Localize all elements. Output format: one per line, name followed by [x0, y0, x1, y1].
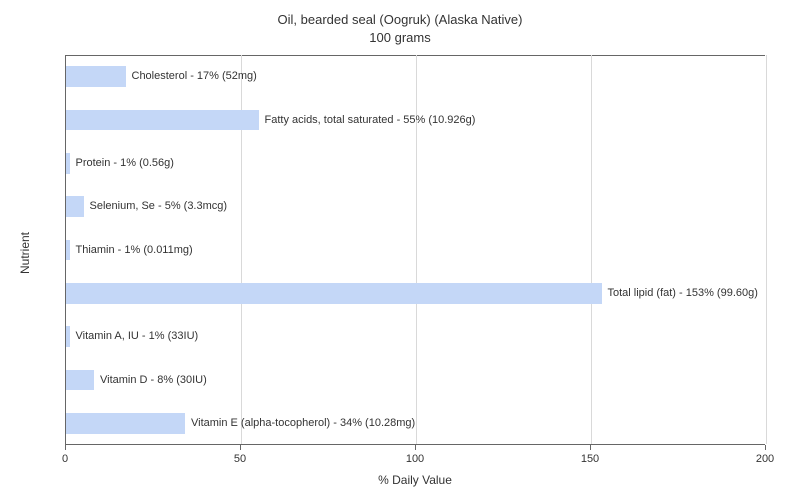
x-tick-label: 150	[581, 453, 599, 465]
bar	[66, 370, 94, 391]
x-axis-label: % Daily Value	[65, 473, 765, 487]
x-tick-label: 0	[62, 453, 68, 465]
bar	[66, 110, 259, 131]
bar	[66, 283, 602, 304]
chart-title-line1: Oil, bearded seal (Oogruk) (Alaska Nativ…	[0, 12, 800, 27]
x-gridline	[766, 55, 767, 444]
x-tick	[240, 445, 241, 450]
bar	[66, 196, 84, 217]
bar-label: Protein - 1% (0.56g)	[76, 158, 174, 169]
bar	[66, 66, 126, 87]
x-tick	[590, 445, 591, 450]
bar-label: Vitamin A, IU - 1% (33IU)	[76, 331, 199, 342]
bar-label: Vitamin E (alpha-tocopherol) - 34% (10.2…	[191, 418, 415, 429]
plot-area: Cholesterol - 17% (52mg) Fatty acids, tot…	[65, 55, 765, 445]
bar	[66, 240, 70, 261]
bar-label: Total lipid (fat) - 153% (99.60g)	[608, 288, 758, 299]
bar-label: Selenium, Se - 5% (3.3mcg)	[90, 201, 228, 212]
x-tick	[65, 445, 66, 450]
x-tick	[415, 445, 416, 450]
x-tick-label: 200	[756, 453, 774, 465]
bar-label: Thiamin - 1% (0.011mg)	[76, 245, 193, 256]
bar-label: Cholesterol - 17% (52mg)	[132, 71, 257, 82]
bar	[66, 326, 70, 347]
bar	[66, 153, 70, 174]
y-axis-label: Nutrient	[18, 232, 32, 274]
x-tick-label: 100	[406, 453, 424, 465]
bar-label: Fatty acids, total saturated - 55% (10.9…	[265, 115, 476, 126]
x-tick	[765, 445, 766, 450]
bar	[66, 413, 185, 434]
bar-label: Vitamin D - 8% (30IU)	[100, 375, 207, 386]
nutrient-chart: Oil, bearded seal (Oogruk) (Alaska Nativ…	[0, 0, 800, 500]
x-gridline	[591, 55, 592, 444]
chart-title-line2: 100 grams	[0, 30, 800, 45]
x-tick-label: 50	[234, 453, 246, 465]
